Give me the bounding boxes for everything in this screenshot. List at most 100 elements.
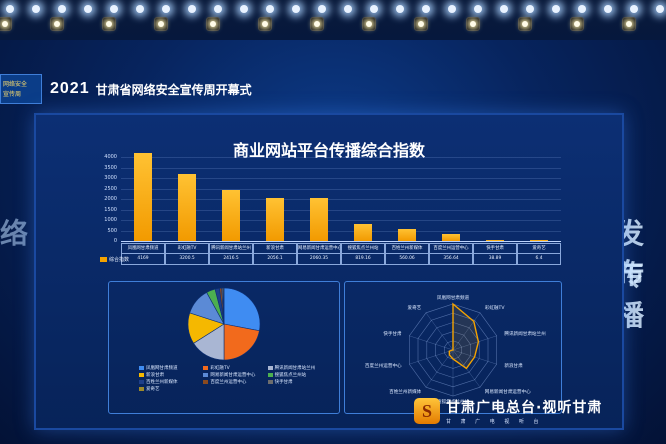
pie-slice [222, 287, 225, 325]
y-tick-label: 3000 [104, 175, 117, 181]
legend-swatch [139, 373, 144, 377]
value-label: 4169 [121, 254, 165, 265]
pie-legend-item: 搜狐焦点兰州站 [267, 372, 329, 378]
radar-axis-label: 搜狐焦点兰州站 [436, 400, 470, 405]
pie-chart-panel: 凤凰网甘肃频道 彩虹融TV 腾讯新闻甘肃站兰州 新浪甘肃 网易新闻甘肃运营中心 搜狐焦点兰… [108, 281, 340, 414]
series-legend: 综合指数 [100, 256, 129, 263]
pie-legend: 凤凰网甘肃频道 彩虹融TV 腾讯新闻甘肃站兰州 新浪甘肃 网易新闻甘肃运营中心 搜狐焦点兰… [139, 365, 329, 392]
pie-legend-item: 腾讯新闻甘肃站兰州 [267, 365, 329, 371]
value-label: 2056.1 [253, 254, 297, 265]
legend-swatch [267, 366, 273, 370]
radar-ring [426, 322, 480, 378]
value-label: 560.06 [385, 254, 429, 265]
y-tick-label: 1500 [104, 206, 117, 213]
grid-line [121, 188, 561, 190]
radar-chart-panel: 凤凰网甘肃频道 彩虹融TV 腾讯新闻甘肃站兰州 新浪甘肃 网易新闻甘肃运营中心 搜狐焦点兰… [344, 281, 562, 414]
legend-label: 凤凰网甘肃频道 [146, 366, 178, 371]
bar [134, 153, 152, 241]
stage-light [214, 5, 222, 13]
stage-light [656, 5, 664, 13]
stage-light [422, 5, 430, 13]
watermark-sub-text: 甘 肃 广 电 视 听 台 [446, 419, 543, 425]
y-tick-label: 2500 [104, 185, 117, 192]
chart-title: 商业网站平台传播综合指数 [232, 141, 425, 160]
stage-light [240, 5, 248, 13]
bar-chart-plot [121, 153, 561, 242]
stage-light [32, 5, 40, 13]
grid-line [121, 178, 561, 179]
bar [530, 240, 548, 241]
presentation-screen: 商业网站平台传播综合指数 4000 3500 3000 2500 2000 1500 100… [34, 113, 624, 430]
y-tick-label: 2000 [104, 196, 117, 202]
stage-light [604, 5, 612, 13]
watermark-main-text: 甘肃广电总台·视听甘肃 [446, 400, 603, 416]
stage-light [6, 5, 14, 13]
event-year: 2021 [50, 80, 90, 97]
grid-line [121, 157, 561, 158]
pie-slice [223, 287, 261, 332]
pie-legend-item: 彩虹融TV [203, 365, 264, 371]
legend-swatch [267, 380, 273, 384]
event-banner: 网络安全 宣传周 2021 甘肃省网络安全宣传周开幕式 [0, 73, 252, 105]
stage-light [370, 5, 378, 13]
value-label: 3200.5 [165, 254, 209, 265]
pie-legend-item: 百度兰州运营中心 [203, 379, 264, 385]
security-week-logo: 网络安全 宣传周 [0, 74, 42, 104]
bar [398, 229, 416, 241]
stage-light [58, 5, 66, 13]
y-tick-label: 4000 [104, 154, 117, 160]
stage-light [136, 5, 144, 13]
y-tick-label: 0 [113, 238, 117, 244]
radar-spoke [452, 335, 497, 351]
bar [310, 197, 328, 241]
stage-light [110, 5, 118, 13]
watermark-text: 甘肃广电总台·视听甘肃 甘 肃 广 电 视 听 台 [446, 397, 602, 425]
y-tick-label: 500 [107, 227, 117, 234]
stage-light [162, 5, 170, 13]
radar-spoke [409, 335, 454, 351]
lighting-truss [0, 0, 666, 40]
spotlight [310, 17, 324, 31]
radar-axis-label: 爱奇艺 [407, 305, 422, 311]
background-text-left: 络 [0, 217, 29, 250]
spotlight [622, 17, 636, 31]
spotlight [0, 17, 12, 31]
table-row: 凤凰网甘肃频道 彩虹融TV 腾讯新闻甘肃站兰州 新浪甘肃 网易新闻甘肃运营中心 搜狐焦点兰… [121, 243, 561, 254]
legend-label: 综合指数 [109, 257, 130, 263]
spotlight [414, 17, 428, 31]
radar-spoke [425, 312, 454, 351]
bar [354, 223, 372, 241]
bar [442, 233, 460, 241]
logo-text-line: 宣传周 [3, 91, 22, 98]
legend-label: 腾讯新闻甘肃站兰州 [274, 366, 316, 371]
radar-ring [435, 331, 471, 369]
spotlight [102, 17, 116, 31]
legend-label: 网易新闻甘肃运营中心 [210, 373, 256, 378]
stage-light [188, 5, 196, 13]
legend-swatch [203, 373, 209, 377]
stage-light [552, 5, 560, 13]
stage-light [578, 5, 586, 13]
grid-line [121, 167, 561, 169]
radar-axis-label: 快手甘肃 [383, 331, 402, 337]
value-label: 819.16 [341, 254, 385, 265]
legend-label: 爱奇艺 [146, 387, 160, 392]
stage-light [474, 5, 482, 13]
logo-text-line: 网络安全 [3, 81, 28, 88]
y-tick-label: 3500 [104, 164, 117, 171]
bar [486, 240, 504, 241]
stage-light [84, 5, 92, 13]
radar-axis-label: 腾讯新闻甘肃站兰州 [504, 331, 546, 337]
stage-light [526, 5, 534, 13]
value-label: 356.64 [429, 254, 473, 265]
legend-label: 百度兰州运营中心 [210, 380, 247, 385]
stage-light [630, 5, 638, 13]
stage-light [292, 5, 300, 13]
value-label: 38.89 [473, 254, 517, 265]
spotlight [258, 17, 272, 31]
stage-light [500, 5, 508, 13]
radar-axis-label: 百度兰州运营中心 [364, 364, 402, 370]
pie-slice [223, 323, 260, 361]
x-axis-line [121, 241, 561, 242]
